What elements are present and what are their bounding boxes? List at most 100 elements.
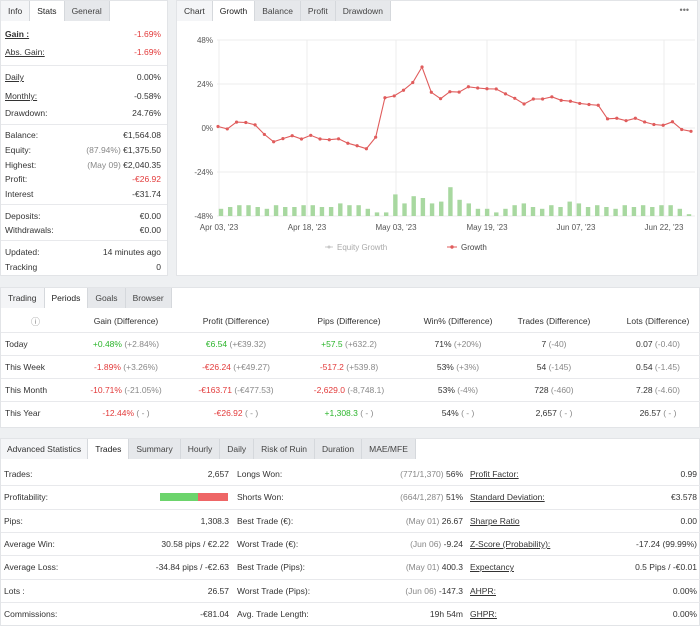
- growth-point: [661, 123, 665, 127]
- tab-general[interactable]: General: [64, 1, 110, 21]
- tab-growth[interactable]: Growth: [212, 1, 256, 21]
- row-divider: [1, 508, 700, 510]
- volume-bar: [686, 214, 692, 216]
- row-divider: [1, 601, 700, 603]
- advanced-tabs: Advanced Statistics Trades Summary Hourl…: [1, 439, 416, 459]
- volume-bar: [283, 207, 288, 216]
- legend-equity-growth[interactable]: Equity Growth: [337, 243, 387, 252]
- tab-daily[interactable]: Daily: [220, 439, 255, 459]
- equity-percent: (87.94%): [86, 145, 121, 155]
- tab-hourly[interactable]: Hourly: [180, 439, 221, 459]
- growth-point: [670, 120, 675, 124]
- growth-point: [578, 101, 582, 106]
- tracking-row: Tracking 0: [5, 260, 161, 274]
- adv-value: 0.00%: [672, 608, 697, 619]
- tab-mae-mfe[interactable]: MAE/MFE: [362, 439, 416, 459]
- header-pips: Pips (Difference): [317, 316, 381, 326]
- tab-trades[interactable]: Trades: [88, 439, 130, 459]
- period-trades-value: 728: [534, 385, 549, 395]
- volume-bar: [365, 208, 371, 216]
- tab-balance[interactable]: Balance: [255, 1, 301, 21]
- volume-bar: [558, 207, 563, 216]
- more-menu-icon[interactable]: •••: [679, 5, 689, 15]
- adv-number: 51%: [445, 492, 463, 503]
- period-win-value: 53%: [436, 362, 454, 372]
- abs-gain-label[interactable]: Abs. Gain:: [5, 47, 45, 57]
- growth-point: [522, 102, 526, 106]
- profit-row: Profit: -€26.92: [5, 172, 161, 186]
- adv-label[interactable]: Expectancy: [470, 562, 514, 573]
- adv-label[interactable]: AHPR:: [470, 585, 496, 596]
- tab-duration[interactable]: Duration: [315, 439, 363, 459]
- tab-advanced-statistics: Advanced Statistics: [1, 439, 89, 459]
- volume-bar: [604, 207, 609, 216]
- growth-point: [364, 147, 368, 151]
- info-icon[interactable]: ⓘ: [31, 317, 41, 327]
- legend-growth-marker: [450, 245, 454, 249]
- period-trades-value: 2,657: [535, 408, 557, 418]
- tracking-value: 0: [156, 262, 161, 272]
- growth-point: [429, 90, 433, 94]
- balance-value: €1,564.08: [123, 130, 161, 140]
- adv-value: 0.00: [680, 515, 697, 526]
- monthly-row: Monthly: -0.58%: [5, 89, 161, 103]
- adv-label[interactable]: GHPR:: [470, 608, 497, 619]
- tab-browser[interactable]: Browser: [125, 288, 172, 308]
- volume-bar: [631, 207, 637, 216]
- growth-point: [466, 85, 471, 89]
- volume-bar: [347, 205, 352, 216]
- highest-value: €2,040.35: [123, 160, 161, 170]
- gain-label[interactable]: Gain :: [5, 29, 30, 39]
- period-gain-cell: -1.89% (+3.26%): [66, 362, 186, 372]
- x-tick-label: Jun 07, '23: [557, 223, 596, 232]
- period-win-diff: (+3%): [453, 362, 480, 372]
- highest-label: Highest:: [5, 160, 37, 170]
- header-win: Win% (Difference): [423, 316, 493, 326]
- growth-point: [262, 132, 266, 137]
- period-trades-cell: 54 (-145): [494, 362, 614, 372]
- daily-label[interactable]: Daily: [5, 72, 24, 82]
- adv-detail: (664/1,287): [400, 492, 446, 503]
- periods-tabs: Trading Periods Goals Browser: [1, 288, 172, 308]
- period-pips-cell: -2,629.0 (-8,748.1): [289, 385, 409, 395]
- tab-periods[interactable]: Periods: [44, 288, 89, 308]
- period-row: This Week -1.89% (+3.26%) -€26.24 (+€49.27…: [1, 355, 700, 378]
- tab-summary[interactable]: Summary: [129, 439, 181, 459]
- tracking-label: Tracking: [5, 262, 38, 272]
- adv-label: Best Trade (Pips):: [237, 562, 306, 573]
- tab-goals[interactable]: Goals: [88, 288, 126, 308]
- growth-point: [355, 144, 359, 148]
- adv-label[interactable]: Sharpe Ratio: [470, 515, 520, 526]
- adv-label[interactable]: Standard Deviation:: [470, 492, 545, 503]
- period-win-value: 71%: [434, 339, 452, 349]
- adv-label[interactable]: Z-Score (Probability):: [470, 538, 551, 549]
- growth-point: [531, 97, 535, 101]
- period-lots-value: 7.28: [636, 385, 653, 395]
- period-pips-diff: (+632.2): [342, 339, 377, 349]
- growth-point: [652, 122, 656, 127]
- legend-growth[interactable]: Growth: [461, 243, 487, 252]
- drawdown-value: 24.76%: [132, 108, 161, 118]
- period-lots-diff: ( - ): [660, 408, 677, 418]
- period-row: Today +0.48% (+2.84%) €6.54 (+€39.32) +57.5…: [1, 332, 700, 355]
- period-win-cell: 53% (+3%): [398, 362, 518, 372]
- profit-label: Profit:: [5, 174, 28, 184]
- growth-point: [596, 103, 600, 107]
- equity-label: Equity:: [5, 145, 31, 155]
- tab-drawdown[interactable]: Drawdown: [335, 1, 391, 21]
- volume-bar: [439, 201, 444, 216]
- period-gain-value: -12.44%: [102, 408, 135, 418]
- tab-risk-of-ruin[interactable]: Risk of Ruin: [254, 439, 315, 459]
- growth-point: [457, 90, 461, 94]
- monthly-label[interactable]: Monthly:: [5, 91, 38, 101]
- adv-number: 26.67: [441, 515, 463, 526]
- period-pips-value: -2,629.0: [313, 385, 345, 395]
- tab-profit[interactable]: Profit: [300, 1, 336, 21]
- adv-label[interactable]: Profit Factor:: [470, 469, 519, 479]
- period-gain-cell: -12.44% ( - ): [66, 408, 186, 418]
- header-gain: Gain (Difference): [93, 316, 159, 326]
- growth-point: [401, 88, 406, 92]
- growth-point: [420, 65, 424, 69]
- adv-label: Profitability:: [4, 492, 48, 503]
- tab-stats[interactable]: Stats: [30, 1, 65, 21]
